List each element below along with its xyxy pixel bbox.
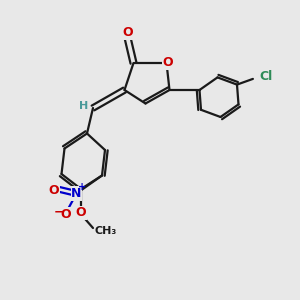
Text: Cl: Cl xyxy=(260,70,273,83)
Text: N: N xyxy=(71,187,82,200)
Text: +: + xyxy=(78,182,87,193)
Text: O: O xyxy=(122,26,133,40)
Text: CH₃: CH₃ xyxy=(94,226,117,236)
Text: H: H xyxy=(80,100,88,111)
Text: O: O xyxy=(49,184,59,197)
Text: −: − xyxy=(53,205,64,218)
Text: O: O xyxy=(61,208,71,221)
Text: O: O xyxy=(76,206,86,220)
Text: O: O xyxy=(163,56,173,69)
